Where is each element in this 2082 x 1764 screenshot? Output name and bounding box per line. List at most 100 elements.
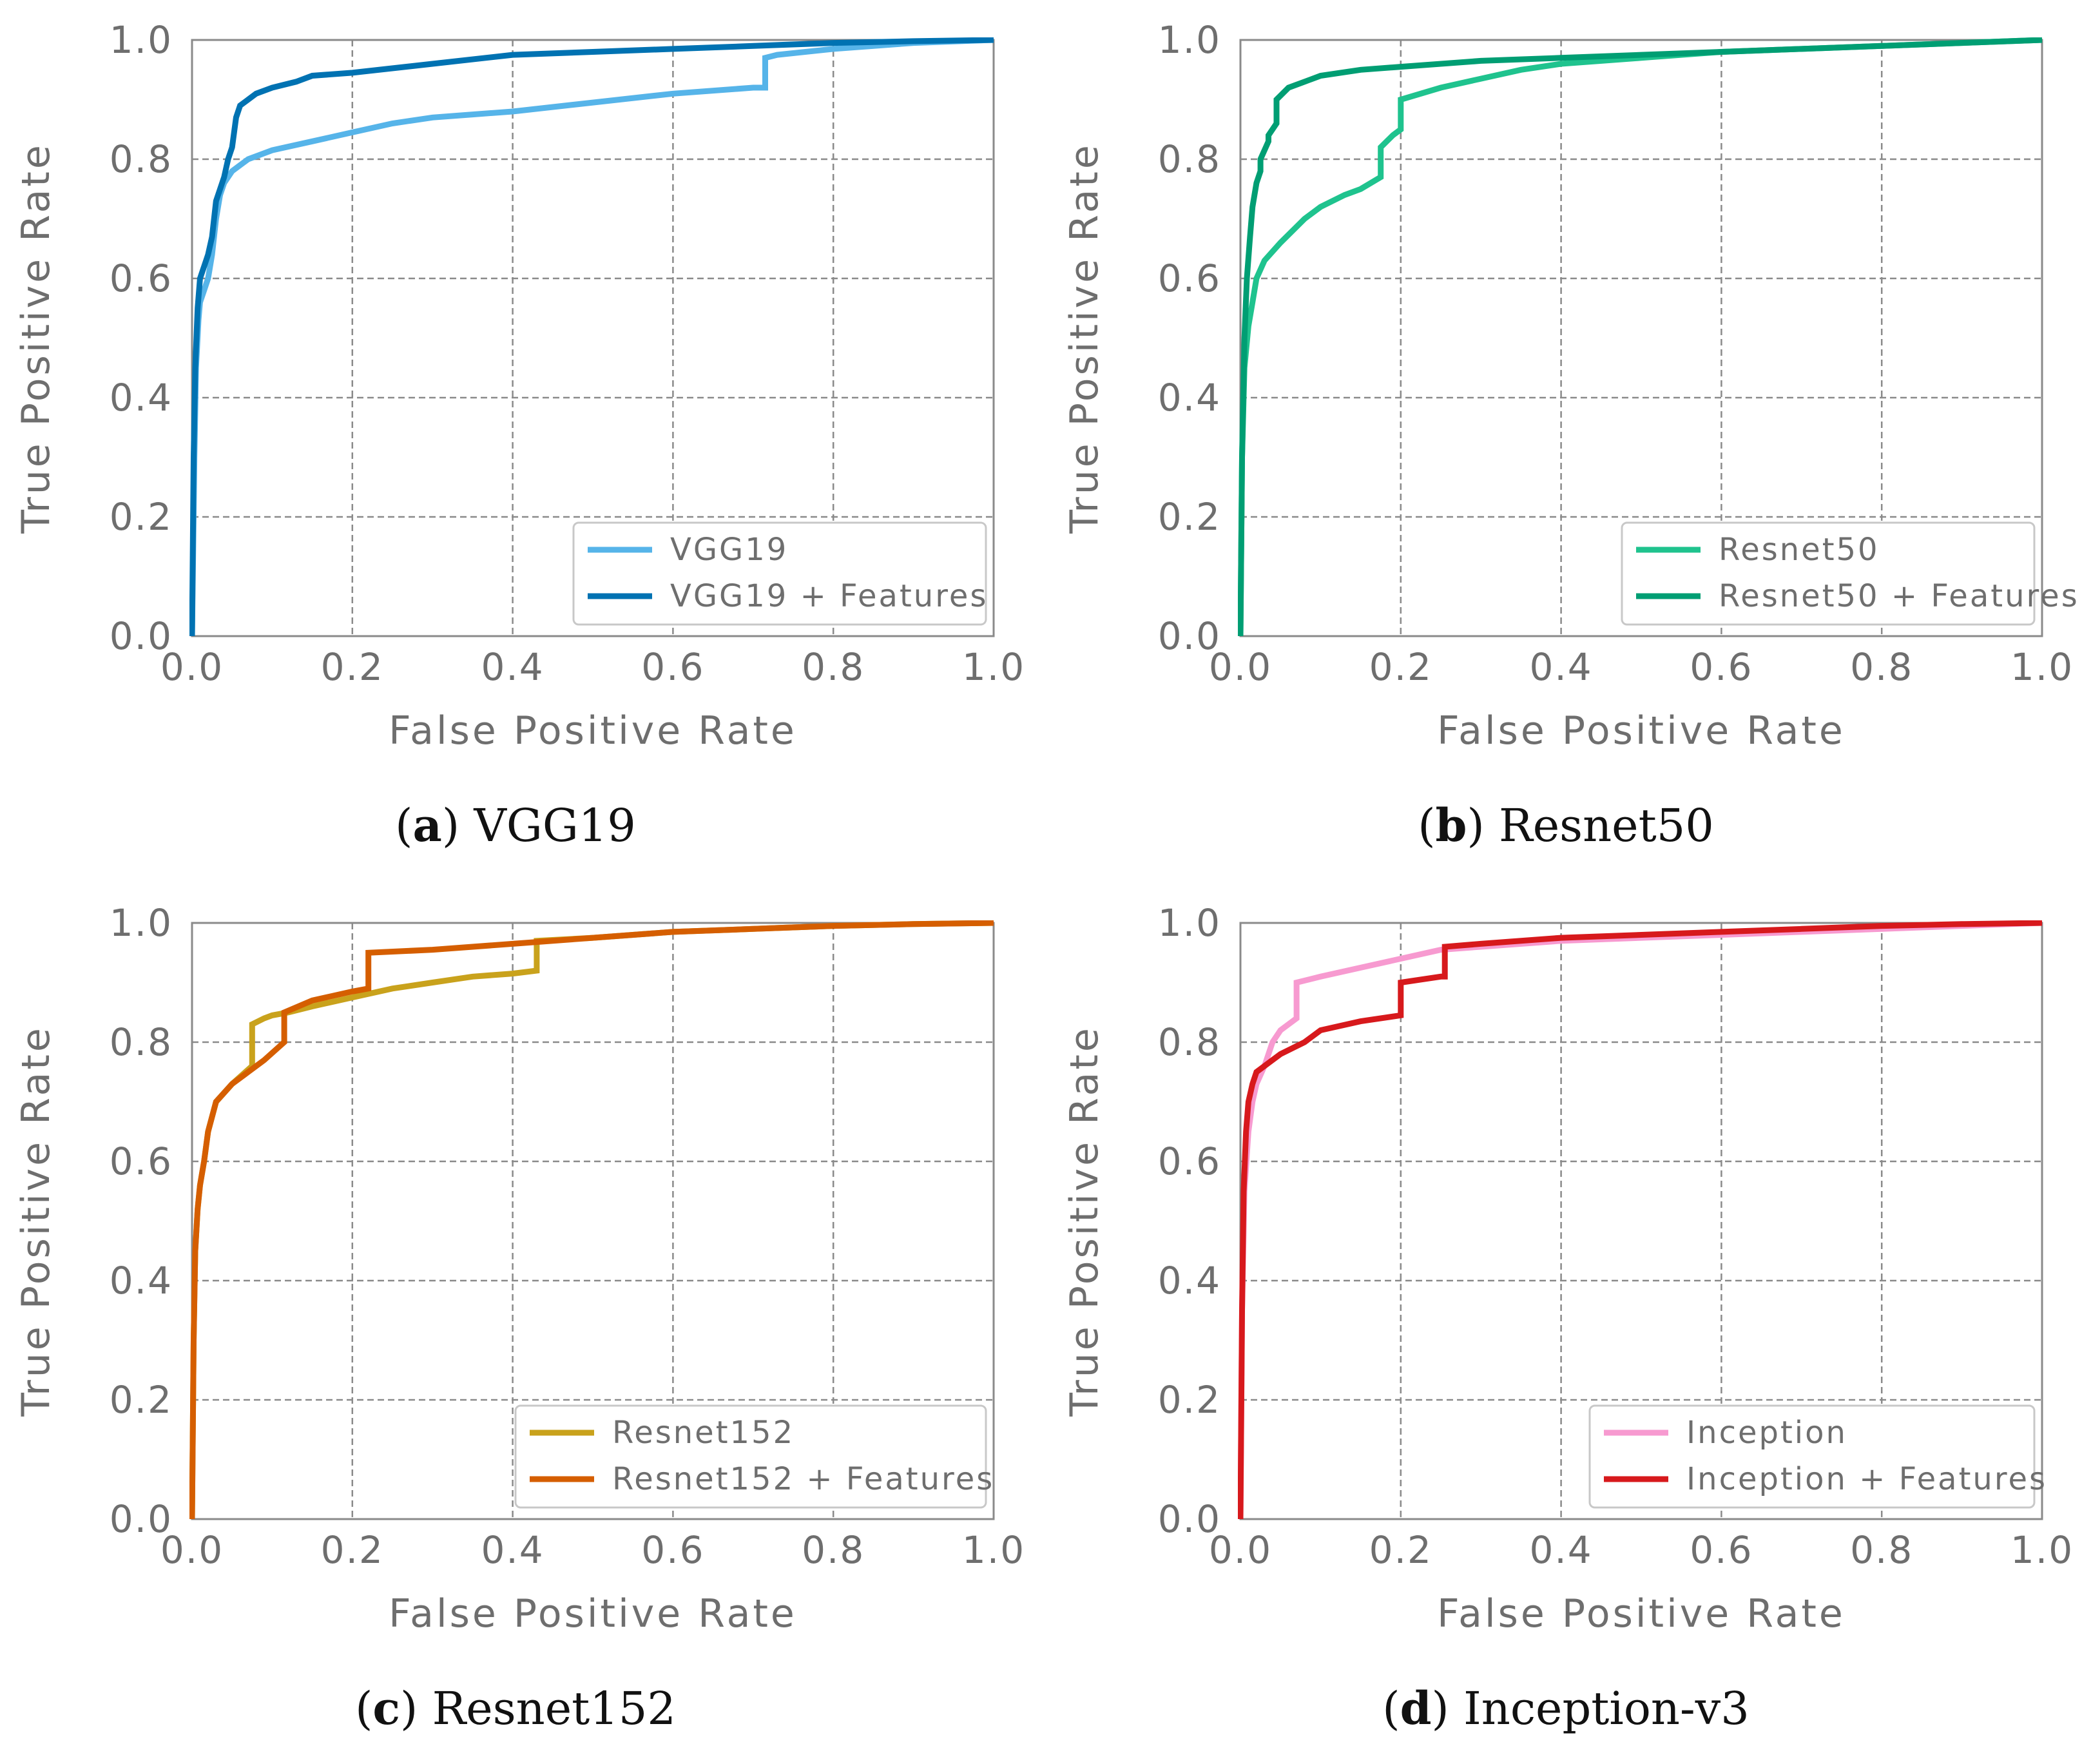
panel-c: 0.0 0.2 0.4 0.6 0.8 1.0 0.0 0.2 0.4 0.6 0.8 1.0 Fals… [14, 901, 1025, 1735]
legend-label: VGG19 + Features [670, 578, 988, 614]
y-tick-label: 0.8 [1158, 1020, 1221, 1064]
panel-caption: (a) VGG19 [395, 799, 636, 852]
y-tick-label: 0.2 [1158, 495, 1221, 539]
caption-paren-close: ) [442, 799, 474, 852]
caption-paren-open: ( [1382, 1682, 1400, 1735]
x-tick-label: 0.2 [1369, 645, 1432, 689]
y-tick-label: 0.8 [110, 137, 173, 181]
y-axis-title: True Positive Rate [14, 1025, 59, 1417]
y-tick-label: 0.6 [110, 1139, 173, 1183]
y-tick-label: 1.0 [110, 18, 173, 62]
series-group [189, 37, 994, 637]
legend-box [572, 521, 987, 626]
y-tick-label: 0.6 [1158, 257, 1221, 300]
caption-text: Resnet152 [432, 1682, 676, 1735]
y-tick-label: 0.0 [110, 614, 173, 658]
x-axis-title: False Positive Rate [389, 1591, 797, 1636]
legend: VGG19 VGG19 + Features [572, 521, 988, 626]
panel-caption: (d) Inception-v3 [1382, 1682, 1749, 1735]
legend-label: Resnet152 + Features [612, 1461, 994, 1497]
x-tick-label: 0.8 [802, 1528, 865, 1572]
legend: Inception Inception + Features [1588, 1404, 2045, 1509]
roc-line-resnet50-features [1238, 37, 2043, 637]
x-tick-label: 0.2 [321, 1528, 384, 1572]
x-tick-label: 0.0 [1209, 645, 1272, 689]
caption-letter: a [412, 799, 441, 852]
caption-letter: c [372, 1682, 400, 1735]
roc-line-inception-features [1238, 920, 2043, 1520]
x-tick-label: 0.6 [1690, 1528, 1753, 1572]
caption-paren-open: ( [1418, 799, 1435, 852]
series-group [1238, 920, 2043, 1520]
y-tick-label: 0.6 [1158, 1139, 1221, 1183]
y-axis-title: True Positive Rate [14, 142, 59, 534]
legend-label: Inception [1686, 1415, 1847, 1451]
x-tick-label: 1.0 [2010, 645, 2074, 689]
caption-letter: d [1400, 1682, 1432, 1735]
legend-box [1621, 521, 2036, 626]
roc-line-resnet152-features [189, 920, 994, 1520]
x-tick-label: 0.8 [802, 645, 865, 689]
y-tick-label: 0.0 [1158, 614, 1221, 658]
y-tick-label: 0.0 [1158, 1497, 1221, 1541]
x-tick-label: 0.0 [160, 645, 224, 689]
legend-label: Resnet50 + Features [1719, 578, 2079, 614]
x-axis-title: False Positive Rate [1437, 1591, 1846, 1636]
x-tick-label: 0.4 [481, 1528, 544, 1572]
series-group [189, 920, 994, 1520]
y-tick-label: 1.0 [1158, 18, 1221, 62]
series-group [1238, 37, 2043, 637]
x-tick-label: 1.0 [2010, 1528, 2074, 1572]
legend: Resnet152 Resnet152 + Features [514, 1404, 994, 1509]
x-tick-label: 0.6 [641, 645, 704, 689]
y-tick-label: 0.2 [1158, 1378, 1221, 1422]
panel-b: 0.0 0.2 0.4 0.6 0.8 1.0 0.0 0.2 0.4 0.6 0.8 1.0 Fals… [1062, 18, 2079, 852]
x-tick-label: 0.0 [1209, 1528, 1272, 1572]
y-tick-label: 0.8 [110, 1020, 173, 1064]
y-tick-label: 1.0 [1158, 901, 1221, 945]
caption-paren-close: ) [400, 1682, 432, 1735]
y-tick-label: 0.4 [1158, 376, 1221, 420]
x-tick-label: 0.6 [641, 1528, 704, 1572]
plot-frame [191, 922, 995, 1520]
x-axis-title: False Positive Rate [389, 708, 797, 753]
panel-d: 0.0 0.2 0.4 0.6 0.8 1.0 0.0 0.2 0.4 0.6 0.8 1.0 Fals… [1062, 901, 2074, 1735]
roc-line-vgg19-features [189, 37, 994, 637]
legend-label: Resnet50 [1719, 532, 1880, 568]
y-tick-label: 0.2 [110, 495, 173, 539]
y-tick-label: 1.0 [110, 901, 173, 945]
x-tick-label: 1.0 [962, 1528, 1025, 1572]
panel-caption: (c) Resnet152 [355, 1682, 676, 1735]
x-tick-label: 0.4 [481, 645, 544, 689]
caption-text: Resnet50 [1499, 799, 1714, 852]
y-axis-title: True Positive Rate [1062, 142, 1107, 534]
caption-letter: b [1436, 799, 1467, 852]
y-tick-label: 0.4 [1158, 1259, 1221, 1303]
y-axis-title: True Positive Rate [1062, 1025, 1107, 1417]
plot-frame [1239, 39, 2043, 637]
roc-line-inception [1238, 920, 2043, 1520]
y-tick-label: 0.2 [110, 1378, 173, 1422]
x-tick-label: 0.8 [1850, 1528, 1913, 1572]
caption-text: Inception-v3 [1463, 1682, 1749, 1735]
caption-paren-open: ( [395, 799, 412, 852]
x-tick-label: 0.2 [1369, 1528, 1432, 1572]
legend-box [514, 1404, 987, 1509]
x-tick-label: 0.6 [1690, 645, 1753, 689]
y-tick-label: 0.6 [110, 257, 173, 300]
x-tick-label: 0.4 [1529, 645, 1592, 689]
panel-a: 0.0 0.2 0.4 0.6 0.8 1.0 0.0 0.2 0.4 0.6 0.8 1.0 Fals… [14, 18, 1025, 852]
x-tick-label: 0.0 [160, 1528, 224, 1572]
legend-label: Resnet152 [612, 1415, 795, 1451]
caption-paren-close: ) [1467, 799, 1499, 852]
y-tick-label: 0.4 [110, 376, 173, 420]
caption-text: VGG19 [473, 799, 635, 852]
caption-paren-open: ( [355, 1682, 372, 1735]
plot-frame [191, 39, 995, 637]
x-tick-label: 0.2 [321, 645, 384, 689]
x-tick-label: 1.0 [962, 645, 1025, 689]
caption-paren-close: ) [1432, 1682, 1464, 1735]
roc-line-vgg19 [189, 37, 994, 637]
x-tick-label: 0.8 [1850, 645, 1913, 689]
